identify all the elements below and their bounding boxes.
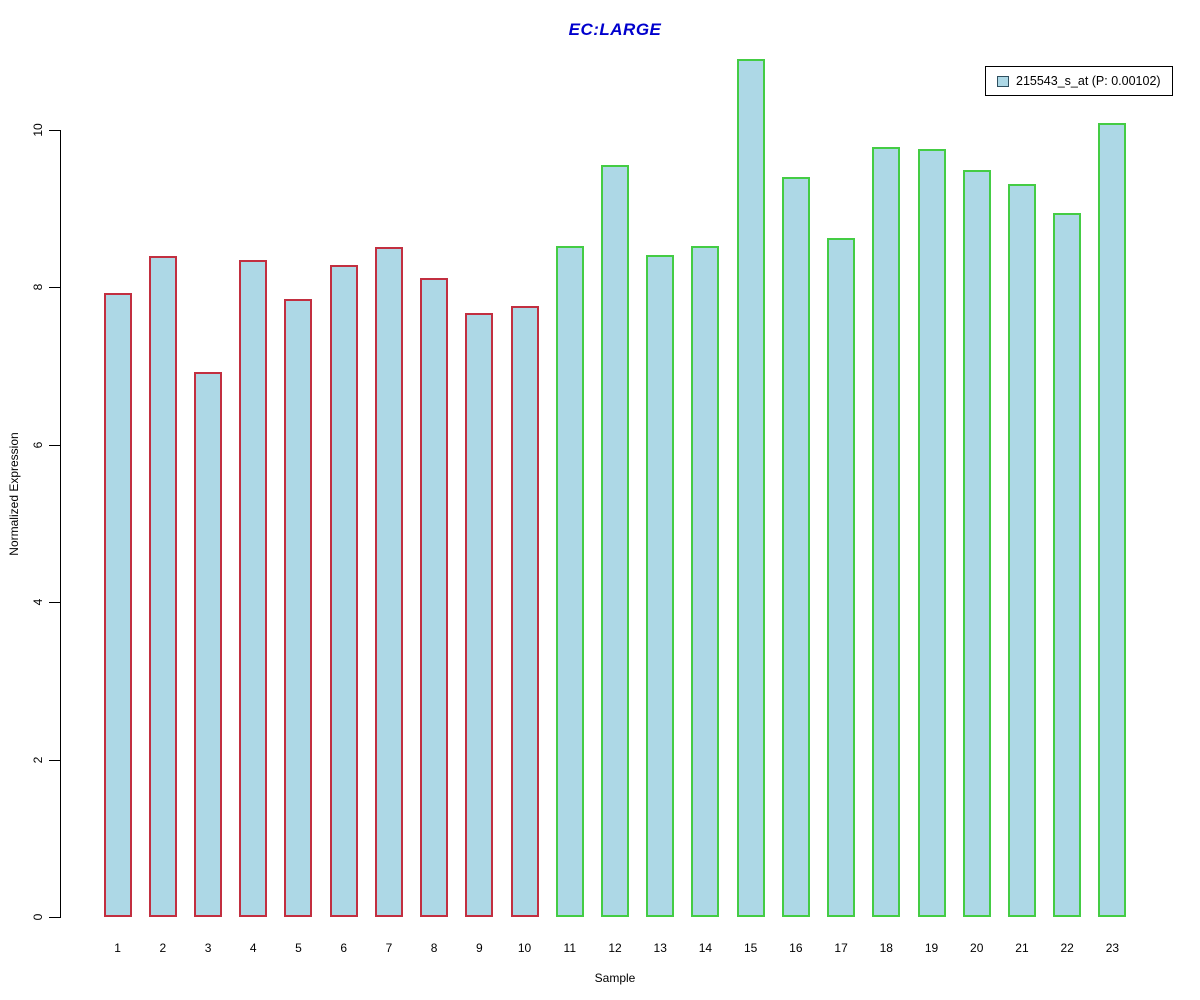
bar-sample-10 [510, 306, 539, 917]
bar-sample-15 [736, 59, 765, 917]
y-axis-line [60, 130, 61, 917]
x-tick-label: 5 [295, 941, 302, 955]
x-tick-label: 10 [517, 941, 532, 955]
bar-sample-3 [194, 372, 223, 917]
bar-sample-11 [555, 246, 584, 917]
bar-sample-18 [872, 147, 901, 917]
y-tick-label: 2 [31, 756, 45, 763]
bar-sample-9 [465, 313, 494, 917]
x-tick-label: 11 [563, 941, 577, 955]
bar-sample-23 [1098, 123, 1127, 917]
x-tick-label: 13 [653, 941, 667, 955]
x-tick-label: 16 [789, 941, 803, 955]
bar-sample-21 [1007, 184, 1036, 917]
bar-sample-22 [1053, 213, 1082, 917]
x-tick-label: 21 [1015, 941, 1029, 955]
bar-sample-5 [284, 299, 313, 917]
bar-sample-2 [148, 256, 177, 917]
bar-sample-12 [601, 165, 629, 917]
x-tick-label: 1 [114, 941, 121, 955]
x-tick-label: 12 [608, 941, 622, 955]
bar-sample-13 [646, 255, 675, 917]
chart-title: EC:LARGE [568, 20, 662, 39]
x-tick-label: 22 [1060, 941, 1074, 955]
y-axis-title: Normalized Expression [7, 432, 21, 556]
x-tick-label: 7 [385, 941, 393, 955]
x-tick-label: 17 [834, 941, 848, 955]
bar-sample-17 [827, 238, 856, 917]
bar-sample-8 [420, 278, 449, 917]
bar-sample-4 [239, 260, 268, 917]
y-tick-label: 0 [31, 913, 45, 921]
x-tick-label: 3 [204, 941, 212, 955]
x-tick-label: 20 [970, 941, 984, 955]
y-tick-mark [49, 444, 61, 446]
bar-sample-14 [691, 246, 720, 917]
x-tick-label: 15 [743, 941, 758, 955]
y-tick-mark [49, 287, 61, 289]
legend-box: 215543_s_at (P: 0.00102) [985, 66, 1173, 96]
x-tick-label: 14 [698, 941, 713, 955]
x-tick-label: 2 [159, 941, 167, 955]
y-tick-mark [49, 917, 61, 918]
x-tick-label: 18 [879, 941, 893, 955]
legend-label: 215543_s_at (P: 0.00102) [1016, 74, 1161, 88]
y-tick-label: 10 [31, 123, 45, 137]
legend-swatch-icon [997, 75, 1009, 87]
bar-sample-20 [962, 170, 991, 917]
bar-sample-16 [781, 177, 810, 917]
y-tick-label: 4 [31, 598, 45, 606]
y-tick-mark [49, 602, 61, 604]
bar-sample-7 [374, 247, 403, 917]
x-tick-label: 19 [924, 941, 939, 955]
bar-sample-1 [103, 293, 132, 917]
bar-sample-19 [917, 149, 946, 917]
x-tick-label: 23 [1105, 941, 1120, 955]
bar-sample-6 [329, 265, 358, 917]
y-tick-label: 6 [31, 441, 45, 449]
x-tick-label: 4 [249, 941, 257, 955]
x-tick-label: 9 [476, 941, 483, 955]
x-tick-label: 8 [430, 941, 438, 955]
x-tick-label: 6 [340, 941, 348, 955]
y-tick-label: 8 [31, 284, 45, 291]
y-tick-mark [49, 130, 61, 131]
x-axis-title: Sample [594, 971, 636, 985]
y-tick-mark [49, 759, 61, 761]
